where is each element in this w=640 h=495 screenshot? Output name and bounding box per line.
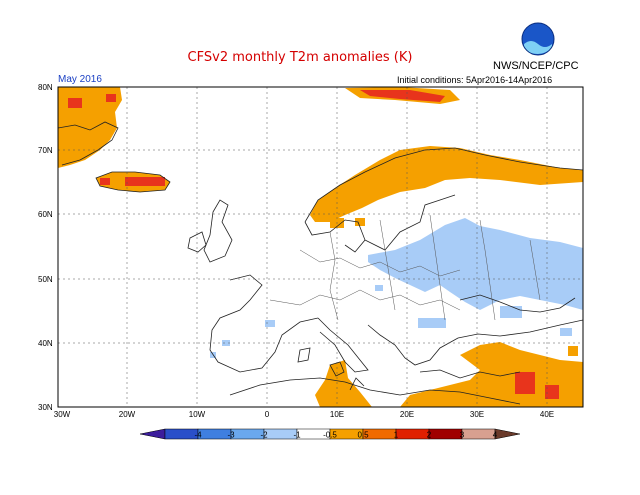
lon-label: 10W	[189, 410, 206, 419]
colorbar: -4 -3 -2 -1 -0.5 0.5 1 2 3 4	[139, 428, 521, 440]
colorbar-tick-label: -1	[293, 431, 301, 440]
colorbar-arrow-low	[139, 428, 166, 440]
lat-label: 50N	[38, 275, 53, 284]
latitude-labels: 80N 70N 60N 50N 40N 30N	[38, 83, 53, 412]
lat-label: 60N	[38, 210, 53, 219]
colorbar-segment	[197, 428, 232, 440]
lon-label: 20W	[119, 410, 136, 419]
lon-label: 30W	[54, 410, 71, 419]
colorbar-segment	[461, 428, 496, 440]
iceland-warm-region	[96, 172, 170, 192]
longitude-labels: 30W 20W 10W 0 10E 20E 30E 40E	[54, 410, 554, 419]
colorbar-segment	[395, 428, 430, 440]
colorbar-tick-label: -2	[260, 431, 268, 440]
graticule	[58, 87, 583, 407]
colorbar-tick-label: 0.5	[357, 431, 369, 440]
colorbar-segment	[263, 428, 298, 440]
colorbar-tick-label: 2	[427, 431, 432, 440]
colorbar-segment	[428, 428, 463, 440]
country-borders	[269, 214, 541, 321]
lat-label: 70N	[38, 146, 53, 155]
colorbar-tick-label: 1	[394, 431, 399, 440]
colorbar-arrow-high	[494, 428, 521, 440]
map-title: CFSv2 monthly T2m anomalies (K)	[187, 50, 413, 65]
org-label: NWS/NCEP/CPC	[493, 60, 579, 72]
colorbar-tick-label: 4	[493, 431, 498, 440]
colorbar-tick-label: -4	[194, 431, 202, 440]
lat-label: 80N	[38, 83, 53, 92]
east-europe-cool-region	[210, 218, 583, 358]
colorbar-segment	[164, 428, 199, 440]
lon-label: 30E	[470, 410, 484, 419]
lon-label: 20E	[400, 410, 414, 419]
lon-label: 10E	[330, 410, 344, 419]
colorbar-tick-label: -3	[227, 431, 235, 440]
lat-label: 40N	[38, 339, 53, 348]
forecast-month: May 2016	[58, 74, 102, 85]
noaa-logo	[521, 22, 555, 56]
colorbar-segment	[230, 428, 265, 440]
svalbard-hot-region	[345, 87, 460, 104]
greenland-warm-region	[58, 87, 122, 168]
colorbar-tick-label: 3	[460, 431, 465, 440]
lon-label: 0	[265, 410, 270, 419]
colorbar-tick-label: -0.5	[323, 431, 337, 440]
lon-label: 40E	[540, 410, 554, 419]
lat-label: 30N	[38, 403, 53, 412]
initial-conditions: Initial conditions: 5Apr2016-14Apr2016	[397, 75, 553, 85]
